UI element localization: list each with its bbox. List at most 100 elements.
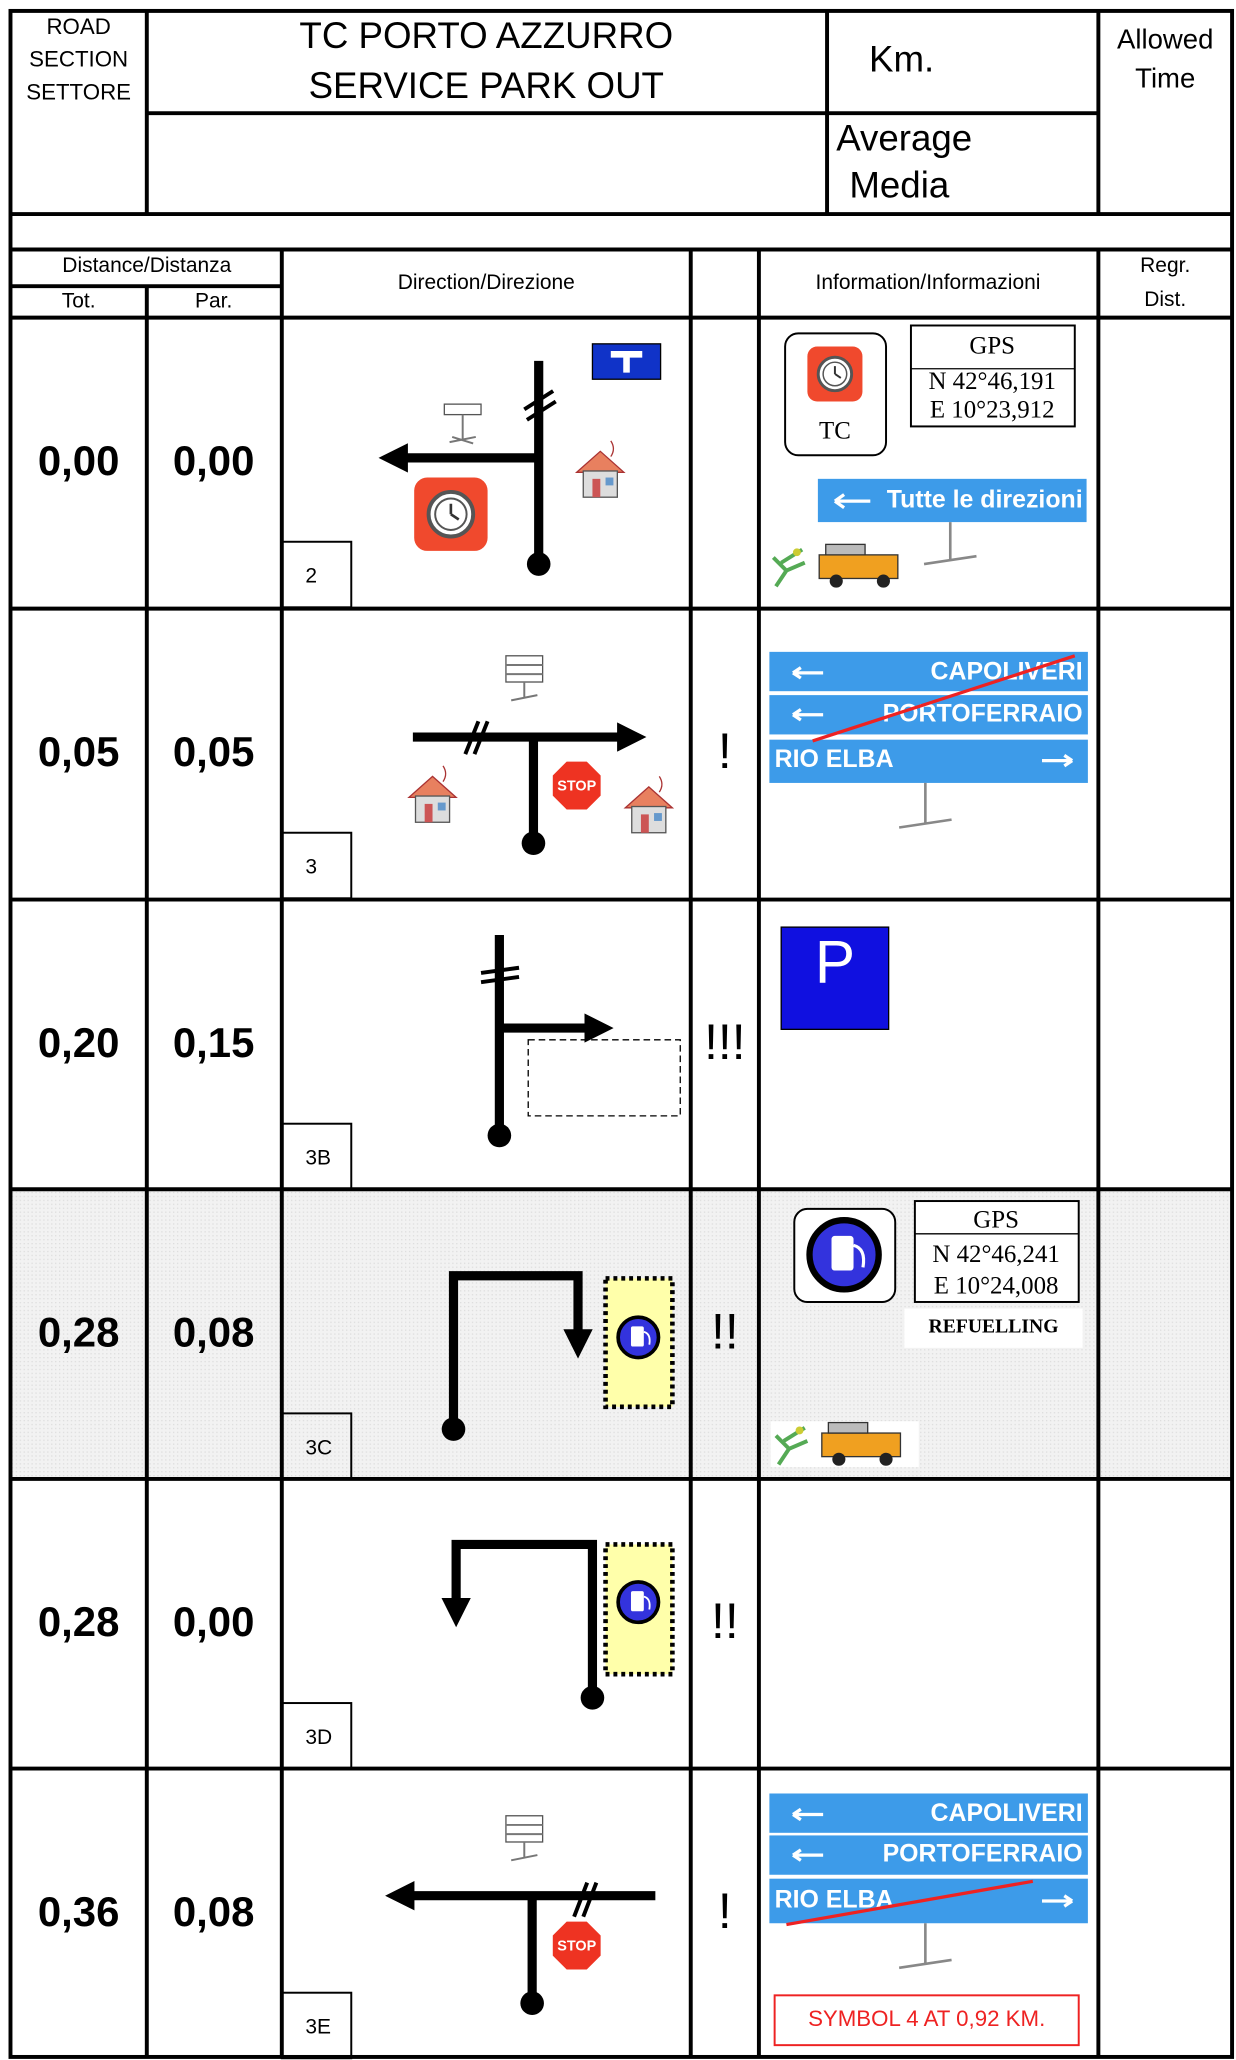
number-box [280, 1122, 353, 1191]
diagram [441, 1271, 675, 1441]
info: GPS N 42°46,241 E 10°24,008 REFUELLING [770, 1200, 1083, 1468]
box-number: 2 [305, 565, 317, 588]
path-shape [610, 351, 643, 373]
diagram: STOP [408, 654, 674, 856]
path-shape [792, 1807, 1074, 1908]
col-header: Dist. [1144, 288, 1186, 311]
warning: !!! [704, 1014, 746, 1070]
warning: ! [718, 723, 732, 779]
sign-text: PORTOFERRAIO [883, 1840, 1083, 1868]
average: Average [836, 117, 972, 158]
use-shape [408, 765, 457, 823]
path-shape [572, 1881, 599, 1918]
warning: ! [718, 1883, 732, 1939]
tot-distance: 0,28 [38, 1598, 120, 1645]
sign-text: PORTOFERRAIO [883, 699, 1083, 727]
box-number: 3 [305, 856, 317, 879]
number-box [280, 831, 353, 900]
path-shape [898, 782, 952, 829]
circle-shape [580, 1686, 605, 1710]
path-shape [923, 522, 977, 566]
info: P [780, 926, 890, 1030]
circle-shape [441, 1417, 466, 1441]
path-shape [10, 10, 1233, 320]
path-shape [494, 934, 599, 1136]
sign-text: Tutte le direzioni [887, 486, 1083, 514]
col-header: Information/Informazioni [816, 271, 1041, 294]
tc-label: TC [819, 418, 851, 445]
col-header: Distance/Distanza [62, 254, 231, 277]
number-box [280, 1991, 353, 2060]
number-box [280, 1702, 353, 1770]
number-box [280, 540, 353, 609]
par-distance: 0,08 [173, 1888, 255, 1935]
col-header: Direction/Direzione [398, 271, 575, 294]
use-shape [805, 344, 864, 403]
rect-shape [909, 324, 1076, 428]
gps-coord: E 10°24,008 [934, 1272, 1059, 1299]
col-header: Par. [195, 289, 232, 312]
tot-distance: 0,28 [38, 1308, 120, 1355]
gps-coord: E 10°23,912 [930, 397, 1055, 424]
path-shape [833, 493, 871, 510]
sign-text: CAPOLIVERI [931, 1799, 1083, 1827]
path-shape [448, 1271, 593, 1430]
gps-label: GPS [969, 332, 1015, 359]
box-number: 3B [305, 1147, 331, 1170]
path-shape [10, 606, 1233, 1771]
diagram: STOP [385, 1814, 656, 2015]
warning: !! [711, 1304, 739, 1360]
tot-distance: 0,36 [38, 1888, 120, 1935]
gps-coord: N 42°46,241 [932, 1241, 1059, 1268]
number-box [280, 1412, 353, 1480]
stop-text: STOP [557, 779, 596, 795]
circle-shape [487, 1123, 512, 1148]
note: REFUELLING [929, 1316, 1059, 1338]
col-header: Regr. [1140, 254, 1190, 277]
rect-shape [904, 1308, 1083, 1348]
allowed-time: Allowed [1117, 23, 1213, 54]
note: SYMBOL 4 AT 0,92 KM. [808, 2006, 1045, 2031]
path-shape [463, 720, 490, 755]
box-number: 3E [305, 2016, 331, 2039]
info: CAPOLIVERI PORTOFERRAIO RIO ELBA [769, 651, 1088, 829]
par-distance: 0,15 [173, 1019, 255, 1066]
circle-shape [526, 552, 551, 576]
path-shape [792, 666, 1074, 768]
sign-text: RIO ELBA [775, 745, 894, 773]
use-shape [504, 654, 544, 702]
section-label: ROAD [46, 14, 110, 39]
rect-shape [769, 739, 1088, 783]
polygon-shape [550, 1919, 603, 1972]
rect-shape [8, 8, 1235, 2059]
rect-shape [780, 926, 890, 1030]
use-shape [616, 1580, 661, 1625]
par-distance: 0,00 [173, 437, 255, 484]
circle-shape [521, 831, 546, 856]
diagram [393, 343, 662, 576]
use-shape [576, 440, 625, 498]
tot-distance: 0,00 [38, 437, 120, 484]
box-number: 3D [305, 1726, 332, 1749]
polygon-shape [550, 759, 603, 812]
par-distance: 0,00 [173, 1598, 255, 1645]
km-label: Km. [869, 39, 934, 80]
rect-shape [913, 1200, 1080, 1303]
warning: !! [711, 1593, 739, 1649]
section-label: SETTORE [26, 79, 131, 104]
parking: P [815, 927, 855, 995]
use-shape [809, 1220, 878, 1289]
info: CAPOLIVERI PORTOFERRAIO RIO ELBA SYMBOL … [769, 1793, 1088, 2047]
circle-shape [520, 1991, 544, 2015]
gps-coord: N 42°46,191 [928, 368, 1055, 395]
average: Media [849, 165, 950, 206]
rect-shape [603, 1542, 675, 1677]
use-shape [504, 1814, 544, 1862]
section-label: SECTION [29, 47, 128, 72]
grid [8, 8, 1235, 2059]
stop-text: STOP [557, 1939, 596, 1955]
rect-shape [773, 1994, 1080, 2047]
path-shape [812, 654, 1076, 743]
path-shape [393, 360, 544, 565]
par-distance: 0,08 [173, 1308, 255, 1355]
